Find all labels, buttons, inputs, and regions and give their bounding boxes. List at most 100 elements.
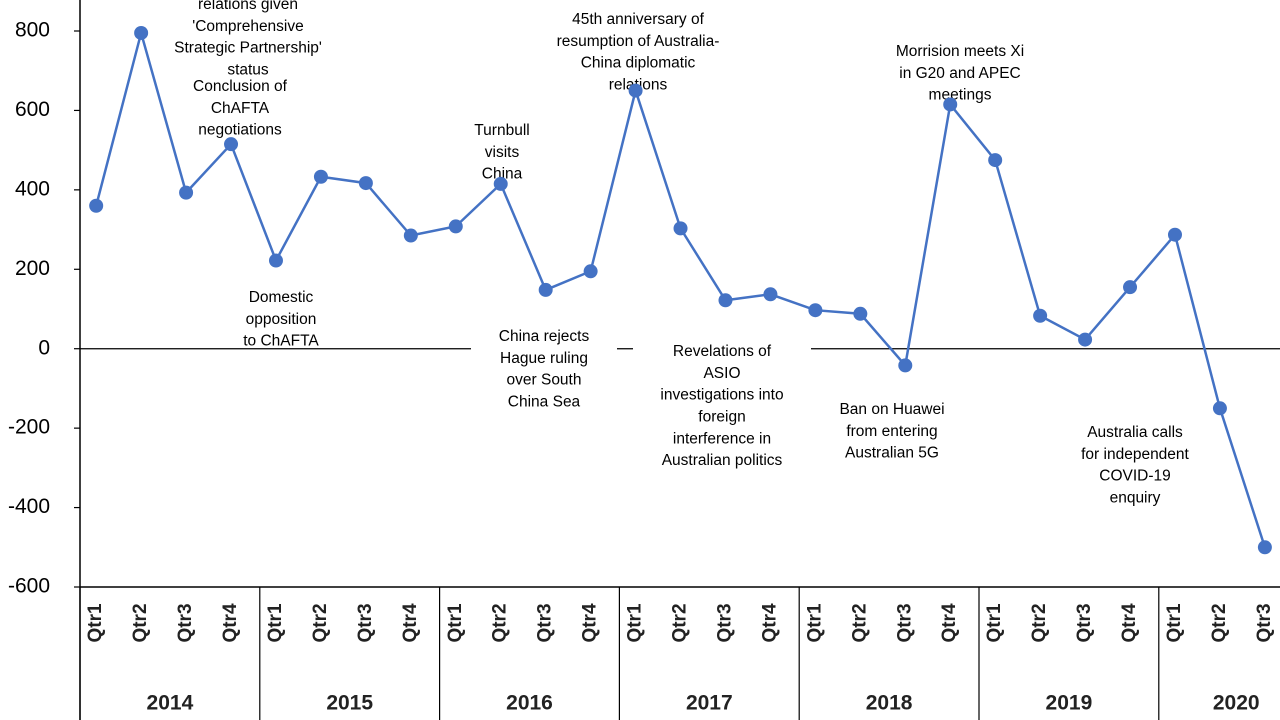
- annotation: Australian 5G: [845, 445, 939, 462]
- data-point: [763, 287, 778, 302]
- data-point: [853, 306, 868, 321]
- annotation: Domestic: [249, 289, 314, 306]
- x-tick-label: Qtr3: [714, 603, 735, 642]
- annotation: 'Comprehensive: [192, 18, 304, 35]
- annotation-background: [633, 340, 811, 475]
- x-tick-label: Qtr2: [849, 603, 870, 642]
- annotation: from entering: [846, 423, 937, 440]
- x-tick-label: Qtr2: [490, 603, 511, 642]
- year-label: 2017: [686, 692, 733, 715]
- y-tick-label: 800: [15, 19, 50, 42]
- annotation: Ban on Huawei: [839, 401, 944, 418]
- data-point: [1123, 280, 1138, 295]
- data-point: [448, 219, 463, 234]
- annotation: in G20 and APEC: [899, 65, 1021, 82]
- data-point: [943, 97, 958, 112]
- annotation: resumption of Australia-: [557, 33, 720, 50]
- data-point: [898, 358, 913, 373]
- y-tick-label: -400: [8, 495, 50, 518]
- x-tick-label: Qtr3: [175, 603, 196, 642]
- y-tick-label: 600: [15, 98, 50, 121]
- year-label: 2019: [1046, 692, 1093, 715]
- x-tick-label: Qtr1: [625, 603, 646, 643]
- annotation: ASIO: [703, 365, 740, 382]
- x-tick-label: Qtr2: [310, 603, 331, 642]
- annotation: China diplomatic: [581, 55, 696, 72]
- x-tick-label: Qtr4: [220, 603, 241, 643]
- data-point: [313, 169, 328, 184]
- annotation: relations given: [198, 0, 298, 13]
- annotation-background: [471, 325, 617, 417]
- data-point: [538, 282, 553, 297]
- data-point: [628, 83, 643, 98]
- x-tick-label: Qtr1: [85, 603, 106, 643]
- x-tick-label: Qtr4: [400, 603, 421, 643]
- annotation: Revelations of: [673, 343, 772, 360]
- annotation: foreign: [698, 408, 745, 425]
- annotation: Turnbull: [474, 122, 529, 139]
- data-point: [89, 198, 104, 213]
- data-point: [988, 153, 1003, 168]
- annotation: China: [482, 166, 523, 183]
- annotation: China rejects: [499, 328, 590, 345]
- data-point: [493, 176, 508, 191]
- annotation: meetings: [929, 87, 992, 104]
- annotation: Australia calls: [1087, 424, 1183, 441]
- annotation: Morrision meets Xi: [896, 43, 1024, 60]
- data-point: [808, 303, 823, 318]
- x-tick-label: Qtr4: [939, 603, 960, 643]
- annotation: ChAFTA: [211, 100, 270, 117]
- annotation: status: [227, 61, 269, 78]
- annotation: interference in: [673, 430, 771, 447]
- year-label: 2018: [866, 692, 913, 715]
- annotation: over South: [507, 372, 582, 389]
- y-tick-label: 0: [38, 336, 50, 359]
- x-tick-label: Qtr2: [1029, 603, 1050, 642]
- data-point: [1212, 401, 1227, 416]
- year-label: 2015: [326, 692, 373, 715]
- annotation: China Sea: [508, 393, 581, 410]
- data-point: [268, 253, 283, 268]
- x-tick-label: Qtr1: [445, 603, 466, 643]
- x-tick-label: Qtr2: [130, 603, 151, 642]
- data-point: [1033, 308, 1048, 323]
- y-tick-label: 400: [15, 177, 50, 200]
- data-point: [673, 221, 688, 236]
- annotation: 45th anniversary of: [572, 11, 705, 28]
- data-point: [403, 228, 418, 243]
- annotation: for independent: [1081, 446, 1189, 463]
- x-tick-label: Qtr3: [1074, 603, 1095, 642]
- x-tick-label: Qtr3: [1254, 603, 1275, 642]
- x-tick-label: Qtr4: [580, 603, 601, 643]
- annotation: Hague ruling: [500, 350, 588, 367]
- year-label: 2014: [147, 692, 194, 715]
- data-point: [224, 137, 239, 152]
- year-label: 2016: [506, 692, 553, 715]
- data-point: [134, 25, 149, 40]
- annotation: to ChAFTA: [243, 333, 319, 350]
- x-tick-label: Qtr1: [265, 603, 286, 643]
- y-tick-label: -200: [8, 416, 50, 439]
- annotation: Australian politics: [662, 452, 783, 469]
- annotation: negotiations: [198, 122, 282, 139]
- x-tick-label: Qtr2: [1209, 603, 1230, 642]
- x-tick-label: Qtr1: [804, 603, 825, 643]
- annotation: enquiry: [1110, 489, 1161, 506]
- x-tick-label: Qtr4: [759, 603, 780, 643]
- year-label: 2020: [1213, 692, 1260, 715]
- data-point: [1257, 540, 1272, 555]
- x-tick-label: Qtr1: [984, 603, 1005, 643]
- annotation: investigations into: [660, 387, 783, 404]
- annotation: visits: [485, 144, 520, 161]
- data-point: [1167, 227, 1182, 242]
- x-tick-label: Qtr1: [1164, 603, 1185, 643]
- data-point: [718, 293, 733, 308]
- x-tick-label: Qtr4: [1119, 603, 1140, 643]
- data-point: [1078, 332, 1093, 347]
- y-tick-label: 200: [15, 257, 50, 280]
- x-tick-label: Qtr3: [355, 603, 376, 642]
- y-tick-label: -600: [8, 575, 50, 598]
- x-tick-label: Qtr3: [535, 603, 556, 642]
- data-point: [583, 264, 598, 279]
